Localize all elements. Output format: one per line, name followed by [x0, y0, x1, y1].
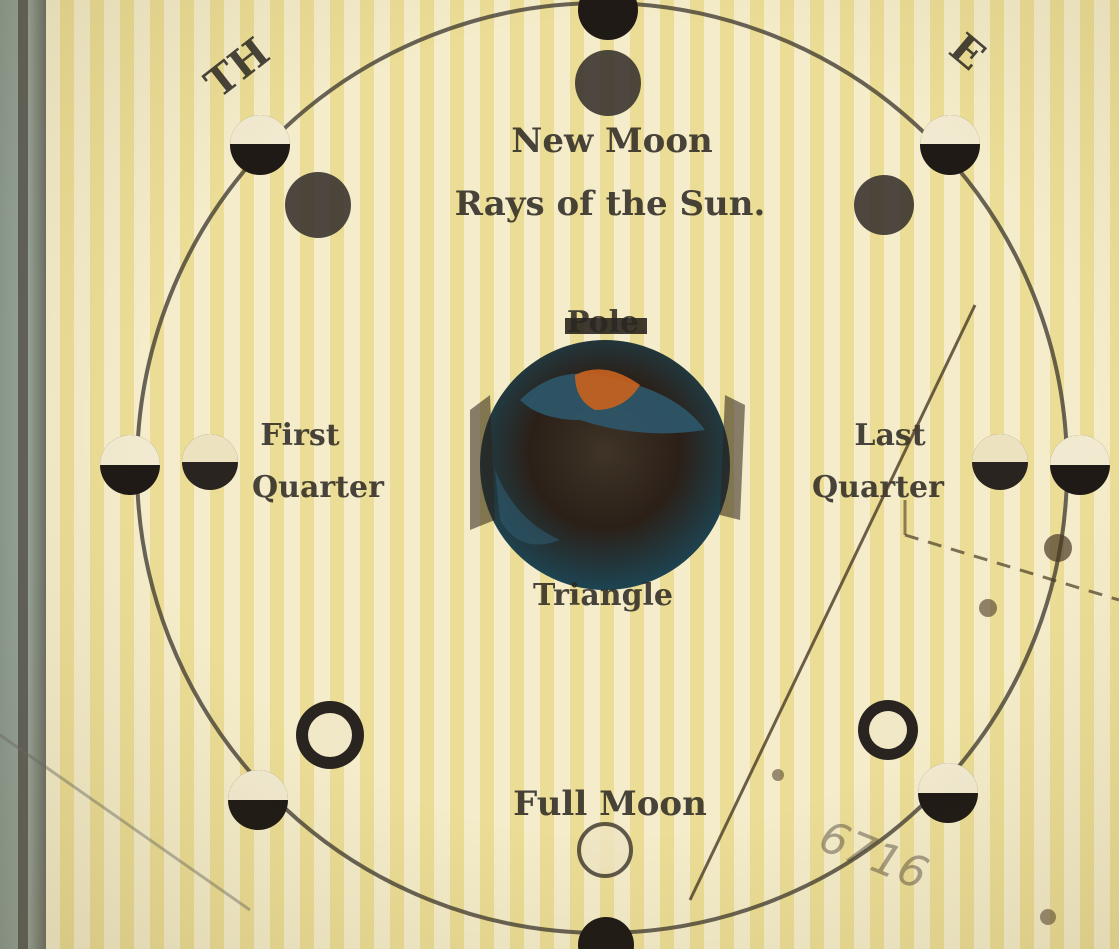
lower-left-scratch-line	[0, 733, 251, 912]
full-moon-label: Full Moon	[513, 784, 707, 824]
last-quarter-label-top: Last	[854, 418, 925, 453]
title-left-text: TH	[196, 29, 278, 108]
dashed-pencil-line	[904, 533, 1119, 602]
orbit-moon-left	[100, 435, 160, 495]
orbit-moon-lower-left	[228, 770, 288, 830]
pencil-dot-3	[772, 769, 784, 781]
earth-top-label: Pole	[567, 305, 639, 340]
left-binding-edge	[18, 0, 28, 949]
orbit-moon-lower-right	[918, 763, 978, 823]
inner-moon-new	[575, 50, 641, 116]
inner-moon-gibbous-left	[296, 701, 364, 769]
orbit-moon-right	[1050, 435, 1110, 495]
inner-moon-crescent-left	[285, 172, 351, 238]
earth-globe	[470, 318, 745, 590]
inner-moon-full	[577, 822, 633, 878]
pencil-dot-1	[1044, 534, 1072, 562]
title-right-text: E	[940, 24, 994, 80]
inner-moon-crescent-right	[854, 175, 914, 235]
orbit-moon-bottom	[578, 917, 634, 949]
orbit-moon-upper-left	[230, 115, 290, 175]
orbit-moon-top	[578, 0, 638, 40]
pencil-dot-4	[1040, 909, 1056, 925]
earth-bottom-label: Triangle	[533, 578, 673, 613]
orbit-moon-upper-right	[920, 115, 980, 175]
new-moon-subtitle: Rays of the Sun.	[455, 184, 766, 224]
inner-moon-gibbous-right	[858, 700, 918, 760]
first-quarter-label-bottom: Quarter	[252, 470, 385, 505]
handwritten-number: 6716	[812, 811, 935, 900]
pencil-dot-2	[979, 599, 997, 617]
diagonal-pencil-line	[688, 304, 977, 901]
inner-moon-last-quarter	[972, 434, 1028, 490]
first-quarter-label-top: First	[260, 418, 339, 453]
inner-moon-first-quarter	[182, 434, 238, 490]
new-moon-label: New Moon	[511, 121, 713, 161]
last-quarter-label-bottom: Quarter	[812, 470, 945, 505]
